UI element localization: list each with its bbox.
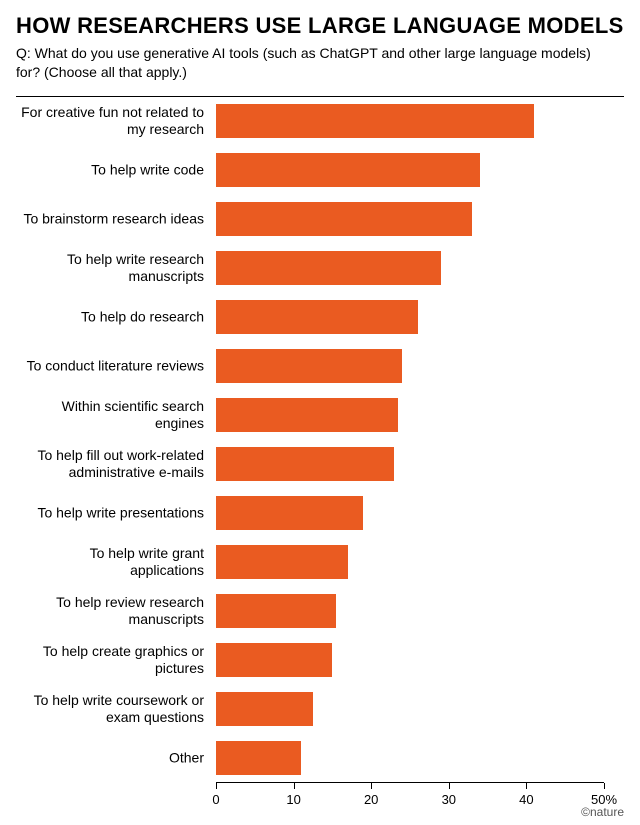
bar	[216, 349, 402, 383]
bar-label: To brainstorm research ideas	[16, 211, 208, 228]
bar-row: To conduct literature reviews	[16, 342, 640, 391]
bar-row: To brainstorm research ideas	[16, 195, 640, 244]
x-tick	[371, 783, 372, 789]
x-tick	[216, 783, 217, 789]
bar	[216, 741, 301, 775]
bar-label: To help write research manuscripts	[16, 252, 208, 286]
chart-container: HOW RESEARCHERS USE LARGE LANGUAGE MODEL…	[0, 0, 640, 825]
bar-row: To help do research	[16, 293, 640, 342]
x-tick	[604, 783, 605, 789]
bar	[216, 202, 472, 236]
chart: For creative fun not related to my resea…	[16, 96, 624, 783]
bar-row: Within scientific search engines	[16, 391, 640, 440]
x-tick-label: 30	[442, 792, 456, 807]
bar	[216, 300, 418, 334]
bar	[216, 153, 480, 187]
bar-label: To help do research	[16, 309, 208, 326]
bar-row: To help write presentations	[16, 489, 640, 538]
x-tick	[294, 783, 295, 789]
bar	[216, 545, 348, 579]
bar	[216, 398, 398, 432]
bar-row: To help write coursework or exam questio…	[16, 685, 640, 734]
bar-label: To help write presentations	[16, 505, 208, 522]
bar-row: To help write grant applications	[16, 538, 640, 587]
bar-label: To help review research manuscripts	[16, 595, 208, 629]
bar-label: To help fill out work-related administra…	[16, 448, 208, 482]
bar	[216, 104, 534, 138]
x-tick	[526, 783, 527, 789]
credit-text: ©nature	[581, 805, 624, 819]
bar-label: To conduct literature reviews	[16, 358, 208, 375]
x-tick-label: 0	[212, 792, 219, 807]
chart-title: HOW RESEARCHERS USE LARGE LANGUAGE MODEL…	[16, 14, 624, 38]
bar-row: To help create graphics or pictures	[16, 636, 640, 685]
bar-row: To help write code	[16, 146, 640, 195]
bar-label: Other	[16, 750, 208, 767]
bar-row: For creative fun not related to my resea…	[16, 97, 640, 146]
bar-label: Within scientific search engines	[16, 399, 208, 433]
bar-label: To help create graphics or pictures	[16, 644, 208, 678]
bar-row: To help review research manuscripts	[16, 587, 640, 636]
bar	[216, 251, 441, 285]
bar	[216, 692, 313, 726]
bar-row: To help fill out work-related administra…	[16, 440, 640, 489]
bar-row: Other	[16, 734, 640, 783]
x-tick-label: 10	[286, 792, 300, 807]
bar-row: To help write research manuscripts	[16, 244, 640, 293]
bar-label: To help write coursework or exam questio…	[16, 693, 208, 727]
x-tick-label: 20	[364, 792, 378, 807]
chart-subtitle: Q: What do you use generative AI tools (…	[16, 44, 616, 82]
bar-label: To help write grant applications	[16, 546, 208, 580]
plot-area: For creative fun not related to my resea…	[16, 97, 624, 783]
bar	[216, 447, 394, 481]
bar	[216, 496, 363, 530]
bar-label: To help write code	[16, 162, 208, 179]
x-tick-label: 40	[519, 792, 533, 807]
bar	[216, 643, 332, 677]
bar	[216, 594, 336, 628]
bar-label: For creative fun not related to my resea…	[16, 105, 208, 139]
x-tick	[449, 783, 450, 789]
